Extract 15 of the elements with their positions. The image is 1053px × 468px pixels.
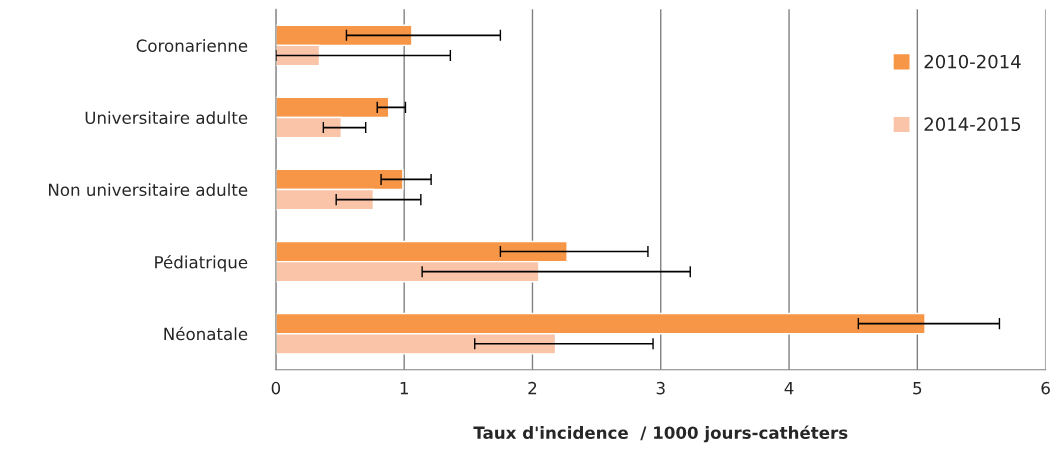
x-tick-label: 2 <box>528 381 537 395</box>
y-tick-label: Pédiatrique <box>155 254 248 272</box>
legend-label: 2010-2014 <box>924 54 1021 69</box>
x-tick-label: 1 <box>400 382 408 395</box>
x-tick-label: 0 <box>271 381 281 395</box>
y-tick-label: Universitaire adulte <box>85 111 248 125</box>
legend-label: 2014-2015 <box>924 117 1021 132</box>
x-tick-label: 4 <box>784 382 794 395</box>
y-tick-label: Néonatale <box>164 326 248 341</box>
x-tick-label: 6 <box>1041 381 1050 395</box>
y-tick-label: Non universitaire adulte <box>49 183 248 197</box>
y-tick-label: Coronarienne <box>136 39 248 52</box>
x-tick-label: 3 <box>656 381 665 395</box>
x-tick-label: 5 <box>913 382 922 395</box>
x-axis-title: Taux d'incidence / 1000 jours-cathéters <box>473 425 848 443</box>
